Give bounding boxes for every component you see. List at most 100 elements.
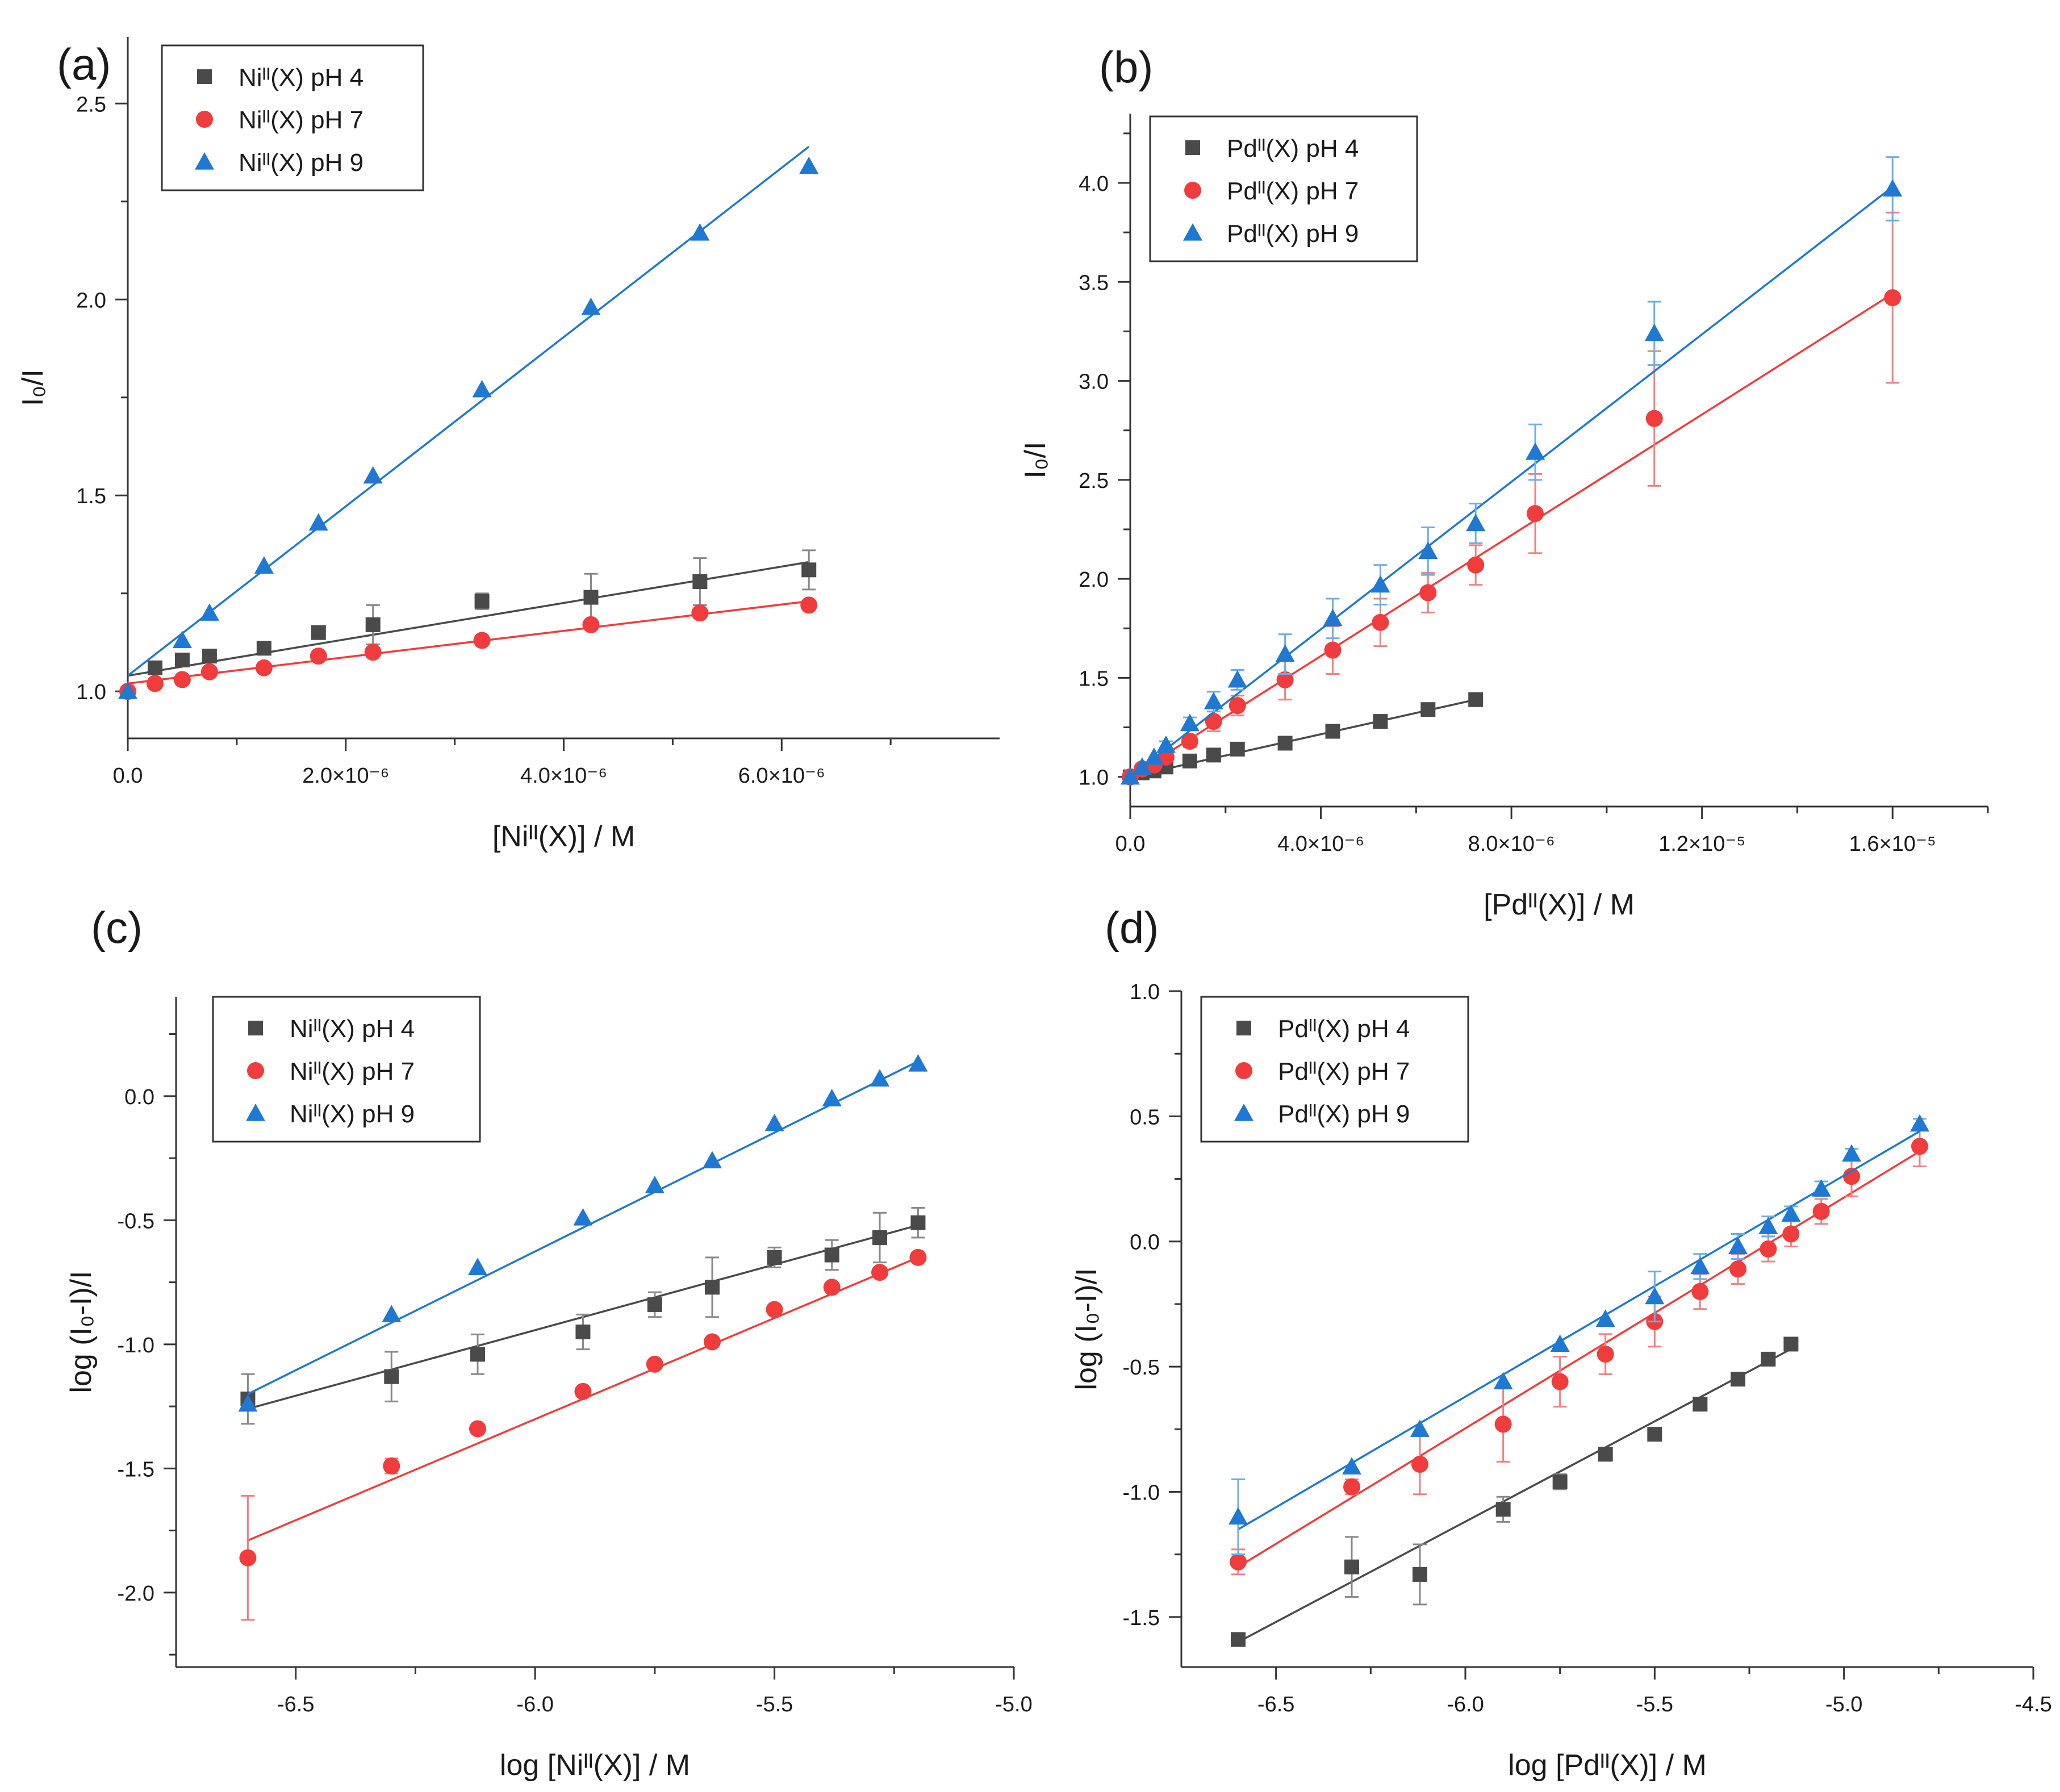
data-point <box>1466 513 1486 532</box>
data-point <box>647 1297 662 1312</box>
y-tick-label: 3.5 <box>1079 271 1109 295</box>
x-tick-label: -5.5 <box>756 1693 793 1716</box>
data-point <box>1842 1144 1861 1162</box>
data-point <box>799 156 819 174</box>
data-point <box>468 1258 487 1275</box>
x-tick-label: 8.0×10⁻⁶ <box>1468 832 1555 856</box>
panel-label: (a) <box>57 39 111 89</box>
data-point <box>582 616 600 633</box>
data-point <box>311 625 326 640</box>
data-point <box>172 630 192 649</box>
fit-line <box>247 1060 919 1395</box>
data-point <box>581 298 601 315</box>
y-axis-label: log (I₀-I)/I <box>1070 1268 1103 1390</box>
legend: Niᴵᴵ(X) pH 4 Niᴵᴵ(X) pH 7 Niᴵᴵ(X) pH 9 <box>212 996 481 1143</box>
legend-entry: Niᴵᴵ(X) pH 4 <box>239 64 363 91</box>
legend-entry: Niᴵᴵ(X) pH 9 <box>239 149 363 177</box>
data-point <box>583 590 599 605</box>
legend-marker <box>1183 223 1202 241</box>
data-point <box>574 1382 592 1400</box>
data-point <box>1843 1168 1860 1185</box>
data-point <box>1812 1202 1830 1220</box>
data-point <box>1182 753 1197 768</box>
y-tick-label: 2.0 <box>76 289 106 312</box>
data-point <box>910 1215 926 1230</box>
data-point <box>1645 410 1663 427</box>
data-point <box>766 1301 783 1318</box>
panel-a: 0.0 2.0×10⁻⁶ 4.0×10⁻⁶ 6.0×10⁻⁶ 1.0 1.5 2.0 2.5 [… <box>16 37 1000 853</box>
y-tick-label: 4.0 <box>1079 172 1109 196</box>
legend-marker <box>248 1021 263 1035</box>
data-point <box>174 653 190 668</box>
data-point <box>1156 735 1176 753</box>
data-point <box>1277 736 1293 751</box>
y-tick-label: 1.0 <box>76 680 106 704</box>
data-point <box>1645 1286 1665 1305</box>
data-point <box>1418 541 1438 559</box>
data-point <box>1372 613 1389 631</box>
fit-line <box>127 145 810 676</box>
x-tick-label: 6.0×10⁻⁶ <box>738 764 825 788</box>
data-point <box>870 1069 889 1087</box>
data-point <box>1373 714 1388 729</box>
series-1 <box>1230 1125 1928 1576</box>
x-tick-label: 1.6×10⁻⁵ <box>1849 832 1936 856</box>
data-point <box>1275 644 1295 662</box>
legend-marker <box>1185 140 1200 155</box>
data-point <box>705 1280 720 1295</box>
data-point <box>822 1089 842 1106</box>
data-point <box>801 562 817 578</box>
data-point <box>118 682 137 699</box>
data-point <box>1728 1237 1748 1255</box>
data-point <box>1230 741 1245 757</box>
data-point <box>1644 323 1664 341</box>
data-point <box>238 1394 258 1412</box>
legend-entry: Niᴵᴵ(X) pH 7 <box>290 1058 415 1085</box>
x-axis-label: log [Pdᴵᴵ(X)] / M <box>1508 1749 1707 1782</box>
legend-entry: Pdᴵᴵ(X) pH 9 <box>1227 220 1359 248</box>
data-point <box>382 1305 402 1323</box>
legend: Pdᴵᴵ(X) pH 4 Pdᴵᴵ(X) pH 7 Pdᴵᴵ(X) pH 9 <box>1149 115 1418 262</box>
legend-marker <box>1184 182 1201 199</box>
x-axis-label: log [Niᴵᴵ(X)] / M <box>500 1749 690 1782</box>
y-axis-label: I₀/I <box>1019 442 1052 479</box>
x-tick-label: -6.0 <box>1447 1693 1484 1716</box>
data-point <box>1690 1256 1710 1275</box>
legend-entry: Pdᴵᴵ(X) pH 4 <box>1227 135 1359 162</box>
y-tick-label: -1.0 <box>118 1334 154 1357</box>
legend-marker <box>1235 1062 1252 1079</box>
data-point <box>147 660 162 675</box>
series-1 <box>119 596 818 700</box>
data-point <box>200 663 218 680</box>
data-point <box>1230 1553 1247 1570</box>
y-tick-label: 2.0 <box>1079 568 1109 592</box>
legend-entry: Pdᴵᴵ(X) pH 9 <box>1278 1100 1410 1128</box>
series-2 <box>1121 156 1903 785</box>
x-tick-label: -5.0 <box>995 1693 1032 1716</box>
data-point <box>1758 1217 1778 1234</box>
data-point <box>1550 1334 1570 1352</box>
data-point <box>1206 747 1221 763</box>
x-tick-label: 4.0×10⁻⁶ <box>520 764 607 788</box>
data-point <box>691 604 709 622</box>
data-point <box>1132 757 1152 775</box>
data-point <box>470 1347 485 1362</box>
data-point <box>383 1457 400 1474</box>
y-tick-label: -0.5 <box>1123 1356 1160 1380</box>
data-point <box>1411 1456 1428 1473</box>
series-2 <box>1229 1114 1929 1556</box>
data-point <box>255 659 273 676</box>
fit-line <box>1130 293 1894 778</box>
y-tick-label: 2.5 <box>1079 469 1109 493</box>
data-point <box>704 1333 721 1351</box>
y-axis-label: log (I₀-I)/I <box>65 1271 98 1393</box>
data-point <box>1410 1419 1430 1437</box>
legend-entry: Pdᴵᴵ(X) pH 4 <box>1278 1015 1410 1043</box>
data-point <box>1323 608 1343 626</box>
data-point <box>1911 1138 1928 1155</box>
panel-b: 0.0 4.0×10⁻⁶ 8.0×10⁻⁶ 1.2×10⁻⁵ 1.6×10⁻⁵ 1.0 1.… <box>1019 42 1989 921</box>
data-point <box>310 648 327 665</box>
x-tick-label: -6.5 <box>277 1693 314 1716</box>
y-tick-label: 1.5 <box>76 484 106 508</box>
panel-c: -6.5 -6.0 -5.5 -5.0 -2.0 -1.5 -1.0 -0.5 0.0 log [… <box>65 903 1033 1782</box>
